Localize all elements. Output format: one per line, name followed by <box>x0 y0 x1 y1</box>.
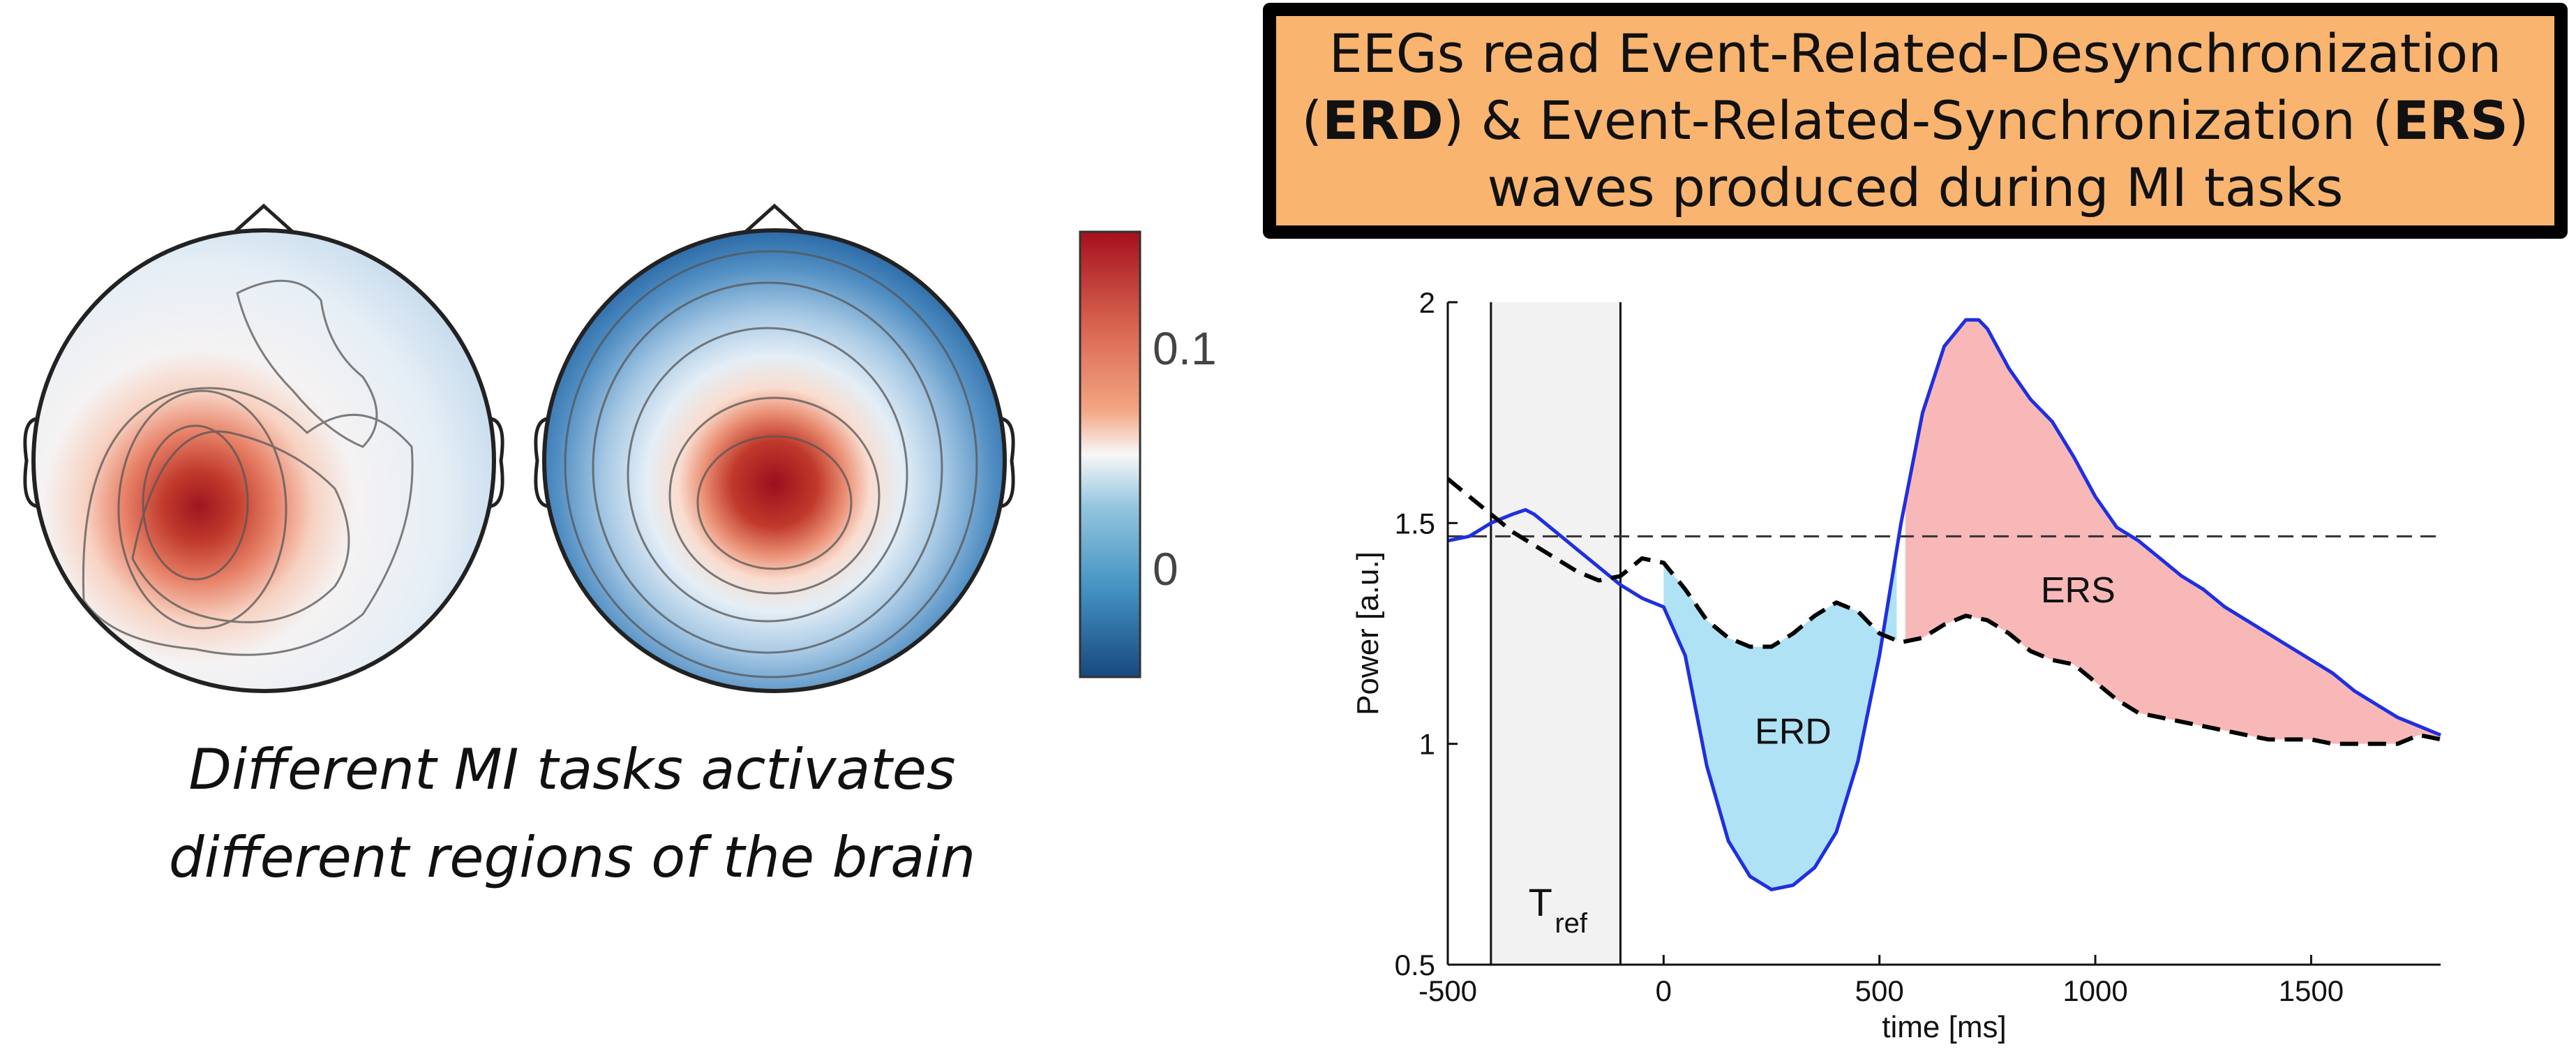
topomap-left-field <box>33 230 494 691</box>
callout-ers: ERS <box>2392 89 2508 151</box>
x-tick-label: 0 <box>1656 974 1672 1007</box>
x-tick-label: 1000 <box>2062 974 2127 1007</box>
callout-close-paren: ) <box>2508 89 2529 151</box>
topomap-right-outline <box>542 228 1007 693</box>
colorbar: 0.1 0 <box>1079 230 1217 678</box>
caption-line-1: Different MI tasks activates <box>188 737 956 802</box>
colorbar-scale <box>1079 230 1141 678</box>
y-axis-label: Power [a.u.] <box>1351 551 1385 715</box>
chart-axes: -500 0 500 1000 1500 0.5 1 1.5 2 <box>1395 286 2441 1007</box>
y-tick-label: 1 <box>1419 728 1435 761</box>
y-tick-label: 0.5 <box>1395 949 1435 981</box>
callout-line-1: EEGs read Event-Related-Desynchronizatio… <box>1328 22 2502 84</box>
topomaps-figure: 0.1 0 <box>23 203 1217 693</box>
y-tick-label: 1.5 <box>1395 507 1435 540</box>
caption: Different MI tasks activates different r… <box>42 726 1102 902</box>
label-erd: ERD <box>1755 712 1832 752</box>
callout-open-paren: ( <box>1301 89 1323 151</box>
label-ers: ERS <box>2041 570 2116 611</box>
topomap-right <box>534 203 1015 693</box>
topomap-left-outline <box>31 228 496 693</box>
callout-line-2: (ERD) & Event-Related-Synchronization (E… <box>1301 87 2529 154</box>
tref-subscript: ref <box>1555 908 1588 939</box>
x-axis-label: time [ms] <box>1882 1010 2006 1044</box>
x-tick-label: 500 <box>1855 974 1904 1007</box>
chart-labels: time [ms] Power [a.u.] ERD ERS T ref <box>1351 551 2116 1044</box>
callout-box: EEGs read Event-Related-Desynchronizatio… <box>1263 3 2568 239</box>
series-solid-line <box>1447 318 2441 891</box>
topomap-left-contours <box>82 279 414 656</box>
topomap-right-contours <box>564 250 978 678</box>
topomap-left <box>23 203 504 693</box>
colorbar-tick-low: 0 <box>1153 543 1178 595</box>
tref-label: T <box>1529 880 1552 924</box>
y-tick-label: 2 <box>1419 286 1435 319</box>
series-dashed-line <box>1446 477 2441 746</box>
chart-series-lines <box>1446 318 2441 891</box>
reference-window <box>1490 302 1621 965</box>
colorbar-tick-high: 0.1 <box>1153 322 1217 374</box>
x-tick-label: 1500 <box>2279 974 2344 1007</box>
callout-erd: ERD <box>1322 89 1444 151</box>
fill-ers <box>1905 320 2441 744</box>
topomap-right-field <box>544 230 1005 691</box>
x-tick-label: -500 <box>1418 974 1477 1007</box>
callout-line-3: waves produced during MI tasks <box>1487 156 2344 218</box>
callout-middle: ) & Event-Related-Synchronization ( <box>1443 89 2393 151</box>
caption-line-2: different regions of the brain <box>168 825 976 890</box>
